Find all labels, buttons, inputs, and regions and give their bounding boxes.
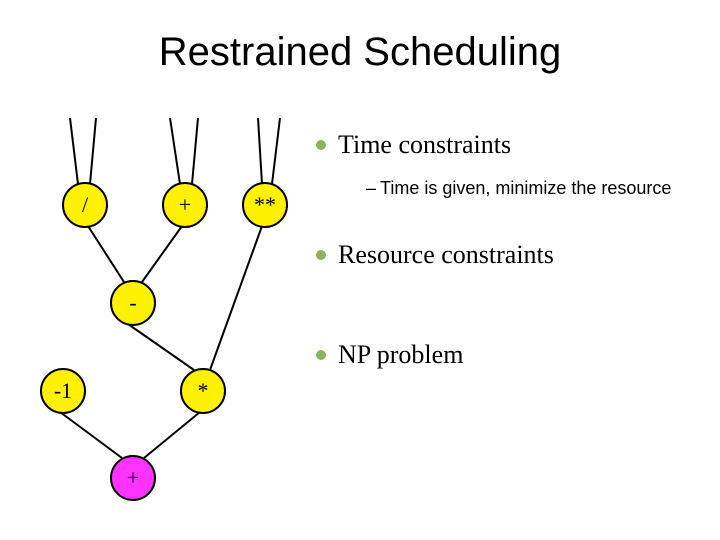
node-neg1: -1 bbox=[40, 368, 86, 414]
edge bbox=[90, 118, 96, 184]
bullet-dot-icon bbox=[316, 350, 326, 360]
bullet-l1-text: Resource constraints bbox=[338, 240, 554, 269]
node-plus2: + bbox=[110, 455, 156, 501]
bullet-l1: Resource constraints bbox=[320, 240, 700, 270]
edge bbox=[60, 412, 122, 458]
bullet-dot-icon bbox=[316, 250, 326, 260]
edge bbox=[192, 118, 198, 184]
bullet-l1: Time constraints bbox=[320, 130, 700, 160]
edge bbox=[70, 118, 78, 184]
edge bbox=[272, 118, 280, 184]
edge bbox=[170, 118, 180, 184]
edge bbox=[88, 226, 124, 282]
edge bbox=[144, 412, 200, 458]
slide: Restrained Scheduling /+**--1*+ Time con… bbox=[0, 0, 720, 540]
bullet-dot-icon bbox=[316, 140, 326, 150]
bullet-l2-text: Time is given, minimize the resource bbox=[380, 178, 671, 198]
node-plus1: + bbox=[162, 182, 208, 228]
edge bbox=[258, 118, 262, 184]
node-div: / bbox=[62, 182, 108, 228]
edge bbox=[142, 226, 182, 282]
node-star: * bbox=[180, 368, 226, 414]
node-minus: - bbox=[110, 280, 156, 326]
bullet-l1-text: Time constraints bbox=[338, 130, 511, 159]
bullet-l1: NP problem bbox=[320, 340, 700, 370]
diagram-edges bbox=[0, 0, 720, 540]
node-dstar: ** bbox=[242, 182, 288, 228]
bullet-l1-text: NP problem bbox=[338, 340, 463, 369]
edge bbox=[128, 324, 194, 370]
edge bbox=[210, 226, 262, 370]
bullet-l2: –Time is given, minimize the resource bbox=[380, 178, 720, 199]
bullet-dash-icon: – bbox=[366, 178, 376, 199]
